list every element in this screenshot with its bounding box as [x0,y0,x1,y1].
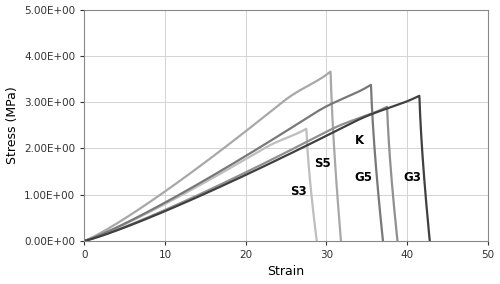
Text: G5: G5 [354,171,372,184]
Text: S5: S5 [314,157,331,170]
Text: S3: S3 [290,185,306,198]
X-axis label: Strain: Strain [268,266,304,278]
Text: G3: G3 [403,171,421,184]
Text: K: K [354,134,364,147]
Y-axis label: Stress (MPa): Stress (MPa) [6,86,18,164]
